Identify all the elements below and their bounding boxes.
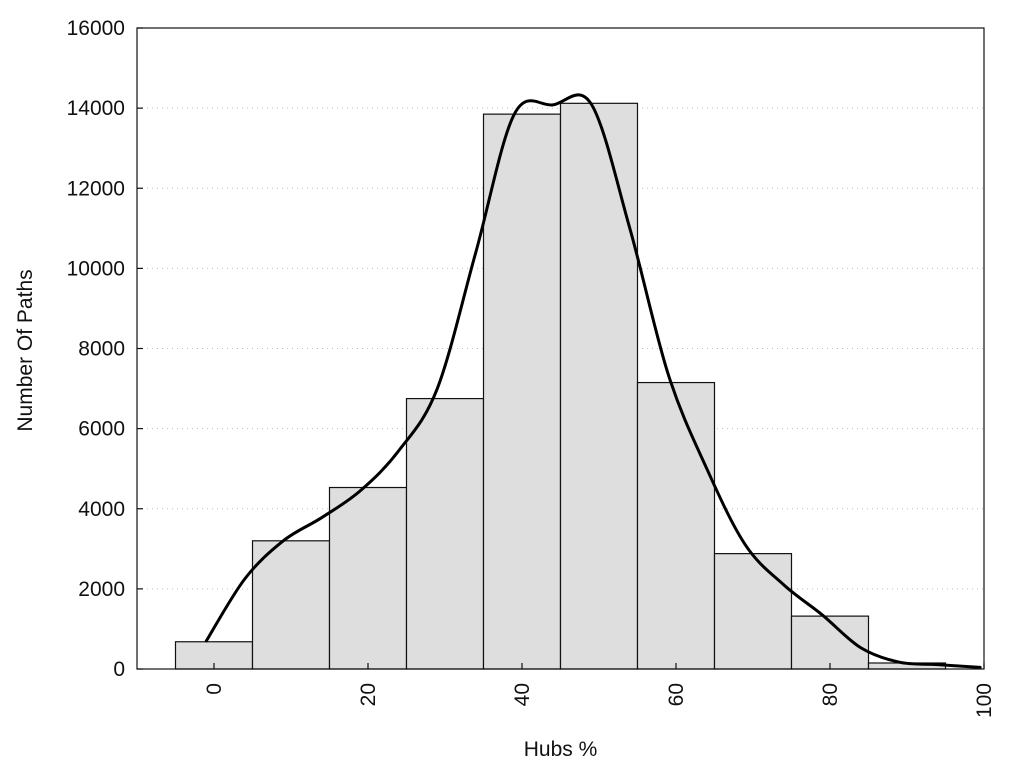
- histogram-bar: [405, 397, 485, 670]
- trend-line: [204, 93, 982, 669]
- y-tick-label: 12000: [67, 177, 125, 200]
- y-tick-label: 6000: [78, 418, 125, 441]
- x-tick-label: 20: [357, 683, 380, 706]
- histogram-bar: [251, 540, 331, 670]
- density-curve: [204, 93, 982, 669]
- y-tick-label: 8000: [78, 338, 125, 361]
- histogram-bar: [790, 615, 870, 670]
- y-tick-label: 0: [113, 658, 125, 681]
- y-tick-label: 10000: [67, 257, 125, 280]
- x-axis-title: Hubs %: [524, 738, 598, 761]
- histogram-bar: [559, 102, 639, 670]
- y-tick-label: 2000: [78, 578, 125, 601]
- histogram-bar: [713, 553, 793, 670]
- x-axis-ticks: 0 20 40 60 80 100: [203, 663, 996, 718]
- y-axis-title: Number Of Paths: [14, 269, 37, 431]
- histogram-bar: [636, 381, 716, 670]
- histogram-bar: [482, 113, 562, 670]
- x-tick-label: 80: [819, 683, 842, 706]
- x-tick-label: 60: [665, 683, 688, 706]
- histogram-bar: [328, 486, 408, 670]
- bars: [174, 102, 947, 670]
- x-tick-label: 100: [973, 683, 996, 718]
- gridlines: [137, 107, 984, 590]
- y-axis-ticks: 0 2000 4000 6000 8000 10000 12000 14000 16000: [67, 17, 143, 681]
- x-tick-label: 0: [203, 683, 226, 695]
- y-tick-label: 14000: [67, 97, 125, 120]
- x-tick-label: 40: [511, 683, 534, 706]
- y-tick-label: 4000: [78, 498, 125, 521]
- y-tick-label: 16000: [67, 17, 125, 40]
